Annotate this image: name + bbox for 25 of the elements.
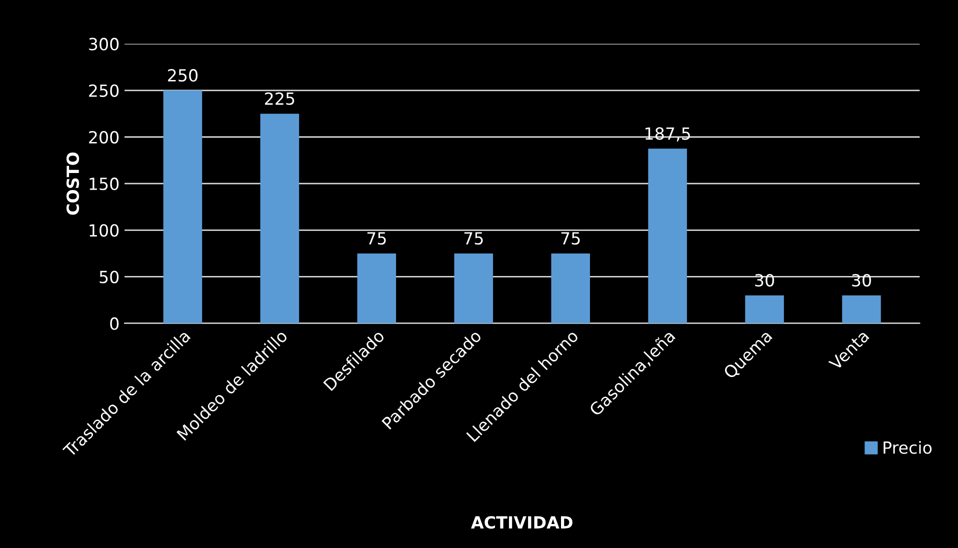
legend-label: Precio xyxy=(884,441,932,454)
bar xyxy=(551,253,590,324)
y-tick-label: 250 xyxy=(89,84,119,97)
y-axis-title: COSTO xyxy=(66,152,80,215)
data-label: 75 xyxy=(367,232,386,245)
data-label: 250 xyxy=(168,69,198,82)
y-tick-label: 150 xyxy=(90,178,119,190)
bar xyxy=(357,253,396,324)
data-label: 225 xyxy=(265,92,294,105)
y-tick-label: 50 xyxy=(100,270,119,284)
bar xyxy=(163,90,202,324)
bar xyxy=(648,148,687,324)
data-label: 75 xyxy=(464,232,483,245)
bar xyxy=(260,114,300,324)
bar xyxy=(454,253,494,324)
data-label: 75 xyxy=(561,232,580,245)
x-axis-title: ACTIVIDAD xyxy=(471,516,572,529)
data-label: 30 xyxy=(852,274,871,287)
y-tick-label: 300 xyxy=(89,38,119,50)
bar xyxy=(745,295,784,324)
y-tick-label: 200 xyxy=(89,130,119,144)
y-tick-label: 100 xyxy=(90,224,119,237)
y-tick-label: 0 xyxy=(110,317,119,330)
bar xyxy=(842,295,881,324)
data-label: 30 xyxy=(755,274,774,287)
